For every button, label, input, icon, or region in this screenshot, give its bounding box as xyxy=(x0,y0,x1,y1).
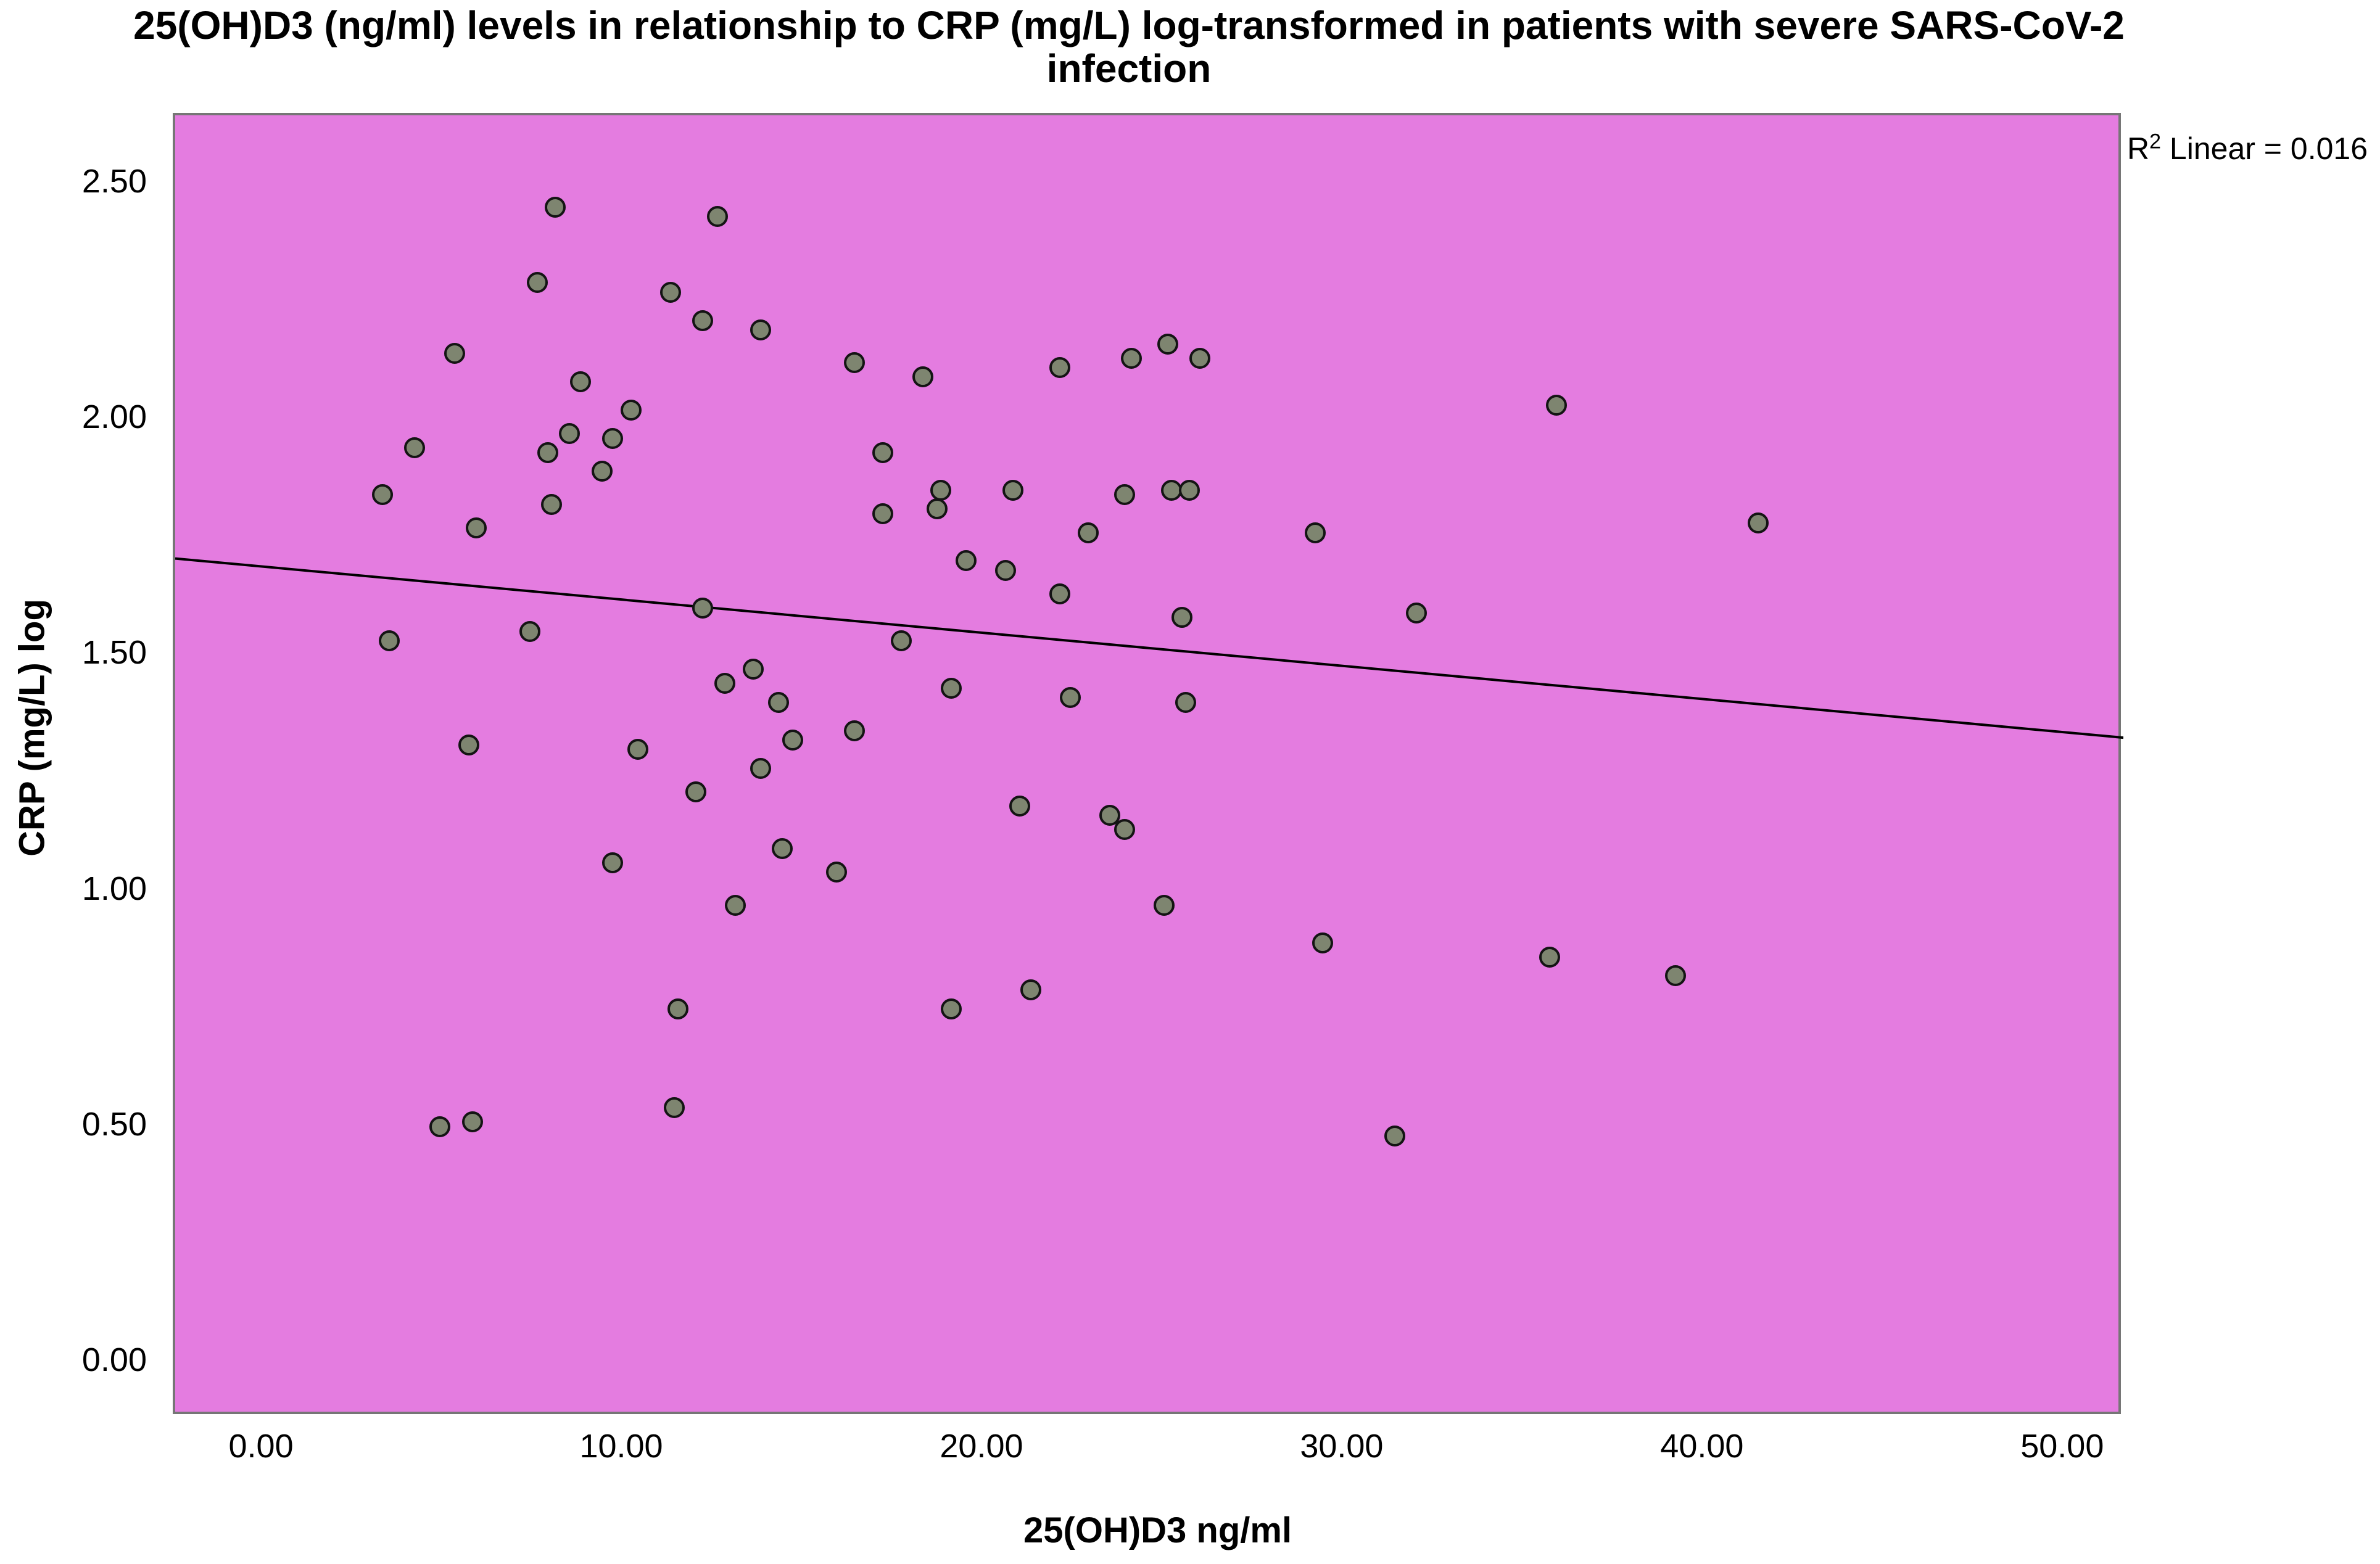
data-point xyxy=(659,281,681,303)
data-point xyxy=(526,272,548,294)
data-point xyxy=(1114,484,1135,506)
data-point xyxy=(714,673,735,694)
data-point xyxy=(872,503,894,524)
data-point xyxy=(602,852,624,873)
data-point xyxy=(1002,479,1023,501)
data-point xyxy=(1009,795,1031,817)
y-tick-label: 1.00 xyxy=(81,870,147,907)
data-point xyxy=(541,493,563,515)
data-point xyxy=(1405,602,1427,624)
x-tick-label: 50.00 xyxy=(2020,1428,2104,1465)
y-axis-title: CRP (mg/L) log xyxy=(12,599,52,857)
y-tick-label: 0.00 xyxy=(81,1341,147,1379)
data-point xyxy=(1665,965,1687,987)
data-point xyxy=(706,206,728,228)
data-point xyxy=(843,720,865,741)
data-point xyxy=(927,498,948,520)
data-point xyxy=(1312,932,1333,953)
plot-area xyxy=(173,113,2123,1414)
data-point xyxy=(1546,395,1568,416)
data-point xyxy=(1121,347,1142,369)
r-squared-base: R xyxy=(2127,131,2150,166)
r-squared-annotation: R2 Linear = 0.016 xyxy=(2127,131,2368,167)
data-point xyxy=(1171,607,1193,628)
regression-line xyxy=(175,557,2123,739)
data-point xyxy=(404,437,426,458)
data-point xyxy=(743,659,764,680)
data-point xyxy=(1539,946,1560,968)
data-point xyxy=(1049,583,1070,604)
y-tick-label: 2.50 xyxy=(81,162,147,200)
data-point xyxy=(537,442,559,463)
data-point xyxy=(1114,819,1135,841)
y-tick-label: 1.50 xyxy=(81,634,147,672)
x-tick-label: 20.00 xyxy=(940,1428,1023,1465)
data-point xyxy=(1060,687,1081,709)
data-point xyxy=(941,677,962,699)
data-point xyxy=(1748,512,1769,534)
data-point xyxy=(379,630,400,652)
data-point xyxy=(750,757,771,779)
data-point xyxy=(569,371,591,392)
data-point xyxy=(771,838,793,859)
data-point xyxy=(1305,522,1326,543)
x-tick-label: 0.00 xyxy=(228,1428,294,1465)
data-point xyxy=(620,399,642,421)
data-point xyxy=(465,517,487,538)
data-point xyxy=(1049,357,1070,378)
data-point xyxy=(559,423,581,445)
data-point xyxy=(930,479,951,501)
data-point xyxy=(941,998,962,1019)
data-point xyxy=(843,352,865,374)
data-point xyxy=(1078,522,1099,543)
data-point xyxy=(1384,1126,1405,1147)
data-point xyxy=(371,484,393,506)
data-point xyxy=(890,630,912,652)
y-tick-label: 0.50 xyxy=(81,1105,147,1143)
data-point xyxy=(602,427,624,449)
chart-title: 25(OH)D3 (ng/ml) levels in relationship … xyxy=(12,4,2246,90)
data-point xyxy=(768,691,790,713)
data-point xyxy=(782,729,804,751)
data-point xyxy=(692,310,714,331)
data-point xyxy=(825,862,847,883)
x-tick-label: 10.00 xyxy=(579,1428,663,1465)
data-point xyxy=(1189,347,1211,369)
data-point xyxy=(1157,333,1178,355)
data-point xyxy=(955,550,977,572)
r-squared-value: Linear = 0.016 xyxy=(2161,131,2368,166)
data-point xyxy=(545,197,566,218)
chart-title-line1: 25(OH)D3 (ng/ml) levels in relationship … xyxy=(133,3,2125,47)
data-point xyxy=(725,894,746,916)
data-point xyxy=(591,461,613,482)
y-tick-label: 2.00 xyxy=(81,398,147,436)
data-point xyxy=(995,559,1016,581)
data-point xyxy=(1020,979,1041,1001)
data-point xyxy=(461,1111,483,1133)
data-point xyxy=(1178,479,1200,501)
r-squared-exponent: 2 xyxy=(2149,130,2162,154)
data-point xyxy=(685,781,706,803)
data-point xyxy=(444,343,465,364)
chart-title-line2: infection xyxy=(1046,46,1212,91)
data-point xyxy=(692,597,714,619)
data-point xyxy=(429,1116,451,1137)
data-point xyxy=(519,621,541,643)
regression-line-segment xyxy=(175,557,2123,739)
x-axis-title: 25(OH)D3 ng/ml xyxy=(1023,1510,1292,1550)
data-point xyxy=(750,319,771,340)
data-point xyxy=(667,998,688,1019)
x-tick-label: 40.00 xyxy=(1660,1428,1744,1465)
data-point xyxy=(872,442,894,463)
x-tick-label: 30.00 xyxy=(1300,1428,1384,1465)
data-point xyxy=(663,1097,685,1119)
data-point xyxy=(1153,894,1175,916)
data-point xyxy=(912,366,933,388)
data-point xyxy=(1175,691,1196,713)
data-point xyxy=(458,734,479,755)
data-point xyxy=(627,739,649,760)
